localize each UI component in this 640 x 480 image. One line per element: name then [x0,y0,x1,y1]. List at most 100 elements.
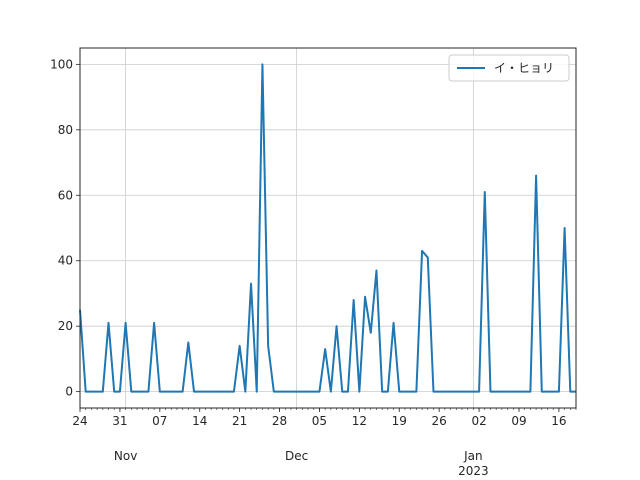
x-tick-label: 05 [312,414,327,428]
data-point [233,391,235,393]
data-point [524,391,526,393]
y-tick-label: 60 [58,188,73,202]
data-point [387,391,389,393]
data-point [239,345,241,347]
x-tick-label: 19 [392,414,407,428]
data-point [199,391,201,393]
data-point [404,391,406,393]
data-point [392,322,395,324]
data-point [267,345,269,347]
data-point [164,391,167,393]
data-point [102,391,104,393]
data-point [210,391,212,393]
x-month-label: Nov [114,449,137,463]
data-point [444,391,446,393]
data-point [415,391,417,393]
data-point [347,391,349,393]
data-point [250,283,252,285]
x-tick-label: 16 [551,414,566,428]
legend: イ・ヒョリ [448,54,570,82]
data-point [398,391,400,393]
data-point [301,391,303,393]
data-point [147,391,150,393]
x-tick-label: 28 [272,414,287,428]
data-point [307,391,309,393]
data-point [341,391,343,393]
plot-frame [79,47,577,409]
data-point [176,391,178,393]
data-point [535,175,537,177]
data-point [370,332,372,334]
data-point [449,391,452,393]
data-point [324,348,326,350]
data-point [495,391,497,393]
y-tick-label: 100 [50,57,73,71]
data-point [552,391,554,393]
data-point [489,391,492,393]
x-tick-label: 07 [152,414,167,428]
data-point [512,391,514,393]
data-point [193,391,195,393]
y-tick-label: 0 [65,385,73,399]
data-point [335,325,338,327]
data-point [153,322,155,324]
data-point [506,391,509,393]
y-tick-label: 80 [58,123,73,137]
y-tick-label: 40 [58,254,73,268]
data-point [318,391,321,393]
x-axis: 24 31 07 14 21 28 05 12 19 26 02 09 16 Nov Dec Jan 2023 [72,408,577,478]
x-tick-label: 12 [352,414,367,428]
legend-box [448,54,570,82]
x-tick-label: 02 [471,414,486,428]
data-point [125,322,127,324]
data-point [358,391,360,393]
data-point [182,391,184,393]
series-line [79,63,576,393]
data-point [461,391,463,393]
x-tick-label: 26 [432,414,447,428]
data-point [244,391,246,393]
data-point [261,63,264,65]
data-point [569,391,571,393]
data-point [410,391,412,393]
data-point [221,391,224,393]
x-tick-label: 24 [72,414,87,428]
x-tick-label: 14 [192,414,207,428]
data-point [364,296,366,298]
data-point [478,391,480,393]
x-tick-label: 09 [511,414,526,428]
data-point [427,256,429,259]
data-point [107,322,110,324]
data-point [278,391,281,393]
x-tick-label: 31 [112,414,127,428]
data-point [119,391,121,393]
data-point [313,391,315,393]
data-point [96,391,98,393]
data-point [187,341,189,344]
data-point [501,391,503,393]
y-tick-label: 20 [58,319,73,333]
series-layer [79,63,577,393]
data-point [455,391,457,393]
data-point [227,391,229,393]
data-point [136,391,138,393]
data-point [290,391,292,393]
y-axis: 0 20 40 60 80 100 [50,57,80,399]
data-point [284,391,286,393]
x-month-label: Jan 2023 [458,449,489,478]
data-point [170,391,172,393]
data-point [484,191,486,193]
data-point [529,391,531,393]
data-point [421,250,423,252]
data-point [142,391,144,393]
data-point [273,391,275,393]
data-point [467,391,469,393]
data-point [113,391,115,393]
data-point [564,227,566,229]
data-point [204,391,207,393]
data-point [130,391,132,393]
data-point [558,391,560,393]
data-point [90,391,92,393]
data-point [518,391,520,393]
data-point [353,299,355,301]
